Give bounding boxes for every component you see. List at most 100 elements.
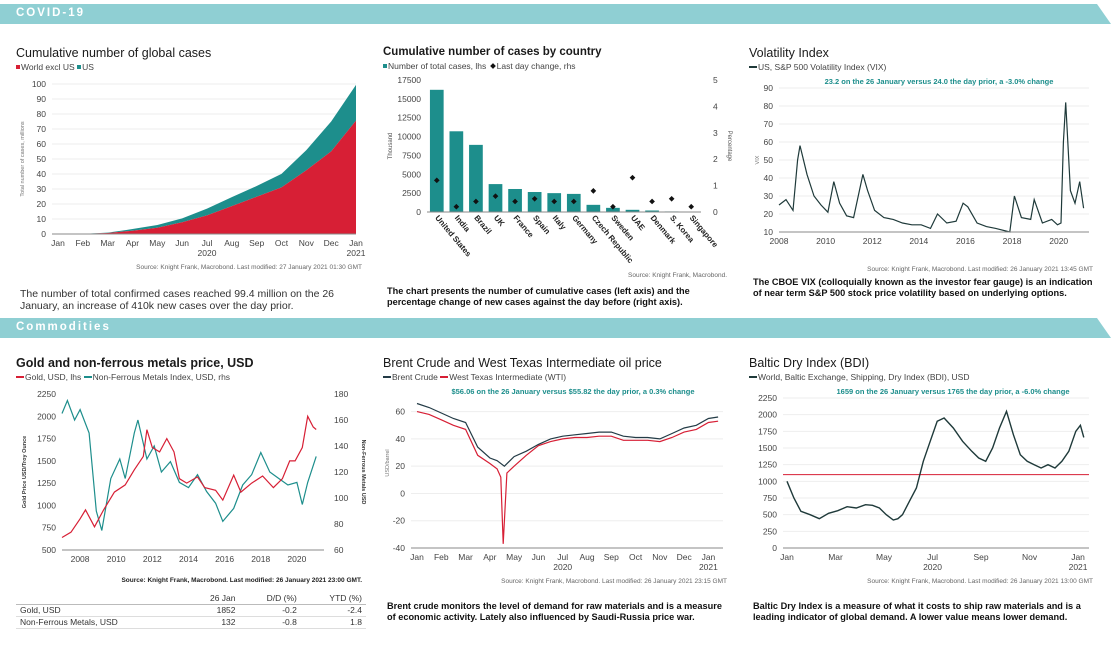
x-tick-label: Aug	[224, 238, 239, 248]
band-corner	[1097, 4, 1111, 24]
panel-cases-by-country: Cumulative number of cases by country Nu…	[383, 46, 737, 316]
panel-oil: Brent Crude and West Texas Intermediate …	[383, 356, 737, 642]
y-tick-label: 50	[764, 155, 774, 165]
y2-tick-label: 80	[334, 519, 344, 529]
y-tick-label: 1750	[758, 426, 777, 436]
y2-tick-label: 140	[334, 441, 348, 451]
y-tick-label: 750	[42, 523, 56, 533]
y2-tick-label: 1	[713, 181, 718, 191]
y-axis-label: Gold Price USD/Troy Ounce	[22, 436, 28, 508]
y-tick-label: 250	[763, 526, 777, 536]
y-tick-label: -20	[393, 516, 406, 526]
x-tick-label: 2020	[1049, 236, 1068, 246]
legend-swatch-teal	[383, 64, 387, 69]
x-tick-label: Brazil	[472, 214, 493, 236]
y-tick-label: 30	[764, 191, 774, 201]
y-axis-label: VIX	[755, 155, 761, 164]
panel-title: Baltic Dry Index (BDI)	[749, 356, 870, 370]
table-cell: 132	[185, 616, 240, 629]
y-tick-label: 500	[42, 545, 56, 555]
chart-vix: 10 20 30 40 50 60 70 80 90 2008 2010 2012 2014 2016 20…	[755, 77, 1089, 246]
panel-gold-metals: Gold and non-ferrous metals price, USD G…	[16, 356, 370, 642]
table-row: Gold, USD 1852 -0.2 -2.4	[16, 604, 366, 617]
y-tick-label: 100	[32, 79, 46, 89]
x-tick-label: Aug	[579, 552, 594, 562]
legend-label: Non-Ferrous Metals Index, USD, rhs	[92, 372, 231, 382]
series-line-non-ferrous	[61, 398, 317, 531]
y-tick-label: 60	[37, 139, 47, 149]
x-year-label: 2020	[553, 562, 572, 572]
y-tick-label: 2000	[758, 410, 777, 420]
y-tick-label: 17500	[397, 75, 421, 85]
x-tick-label: 2018	[251, 554, 270, 564]
y-tick-label: 1500	[758, 443, 777, 453]
y-tick-label: 80	[764, 101, 774, 111]
x-tick-label: Sep	[249, 238, 264, 248]
panel-vix: Volatility Index US, S&P 500 Volatility …	[749, 46, 1103, 316]
y-tick-label: 0	[772, 543, 777, 553]
table-header	[16, 592, 186, 605]
x-tick-label: United States	[433, 214, 473, 259]
price-table: 26 Jan D/D (%) YTD (%) Gold, USD 1852 -0…	[16, 592, 366, 629]
legend: Brent Crude West Texas Intermediate (WTI…	[383, 372, 566, 382]
y-tick-label: 60	[396, 407, 406, 417]
series-line-bdi	[786, 409, 1085, 521]
y-tick-label: 40	[764, 173, 774, 183]
x-tick-label: Jan	[349, 238, 363, 248]
source-note: Source: Knight Frank, Macrobond. Last mo…	[501, 578, 727, 585]
series-line-gold	[61, 414, 317, 539]
panel-description: The number of total confirmed cases reac…	[20, 288, 335, 312]
table-cell: Gold, USD	[16, 604, 186, 617]
scatter-point	[473, 198, 479, 205]
x-tick-label: UAE	[629, 214, 647, 233]
x-tick-label: Apr	[126, 238, 139, 248]
y-tick-label: 1000	[758, 476, 777, 486]
legend-line-red	[16, 375, 24, 378]
x-tick-label: Feb	[76, 238, 91, 248]
table-cell: 1.8	[300, 616, 366, 629]
source-note: Source: Knight Frank, Macrobond. Last mo…	[867, 266, 1093, 273]
x-tick-label: Jan	[1071, 552, 1085, 562]
legend-label: West Texas Intermediate (WTI)	[449, 372, 567, 382]
series-line-vix	[778, 102, 1085, 233]
x-tick-label: Jan	[51, 238, 65, 248]
y-tick-label: 0	[41, 229, 46, 239]
x-tick-label: May	[149, 238, 166, 248]
y-tick-label: 90	[764, 83, 774, 93]
legend-label: Brent Crude	[392, 372, 438, 382]
legend-line-teal	[83, 375, 92, 378]
legend: World excl US US	[16, 62, 94, 72]
panel-description: The chart presents the number of cumulat…	[387, 286, 690, 307]
x-tick-label: Dec	[324, 238, 340, 248]
y-tick-label: 80	[37, 109, 47, 119]
y-tick-label: 500	[763, 510, 777, 520]
scatter-point	[668, 195, 675, 202]
y-tick-label: 5000	[402, 169, 421, 179]
y-tick-label: 10	[37, 214, 47, 224]
y2-tick-label: 4	[713, 101, 718, 111]
table-cell: -2.4	[300, 604, 366, 617]
y-tick-label: 12500	[397, 113, 421, 123]
chart-cases-by-country: 0 2500 5000 7500 10000 12500 15000 17500 0 1 2 3 4 5 U…	[388, 75, 732, 265]
commodities-section-band: Commodities	[0, 318, 1111, 338]
y2-axis-label: Non-Ferrous Metals USD	[360, 440, 366, 505]
bar	[469, 144, 483, 212]
bar	[625, 209, 640, 212]
table-cell: Non-Ferrous Metals, USD	[16, 616, 186, 629]
x-tick-label: UK	[492, 214, 506, 229]
y-tick-label: 30	[37, 184, 47, 194]
panel-title: Cumulative number of global cases	[16, 46, 212, 60]
legend-label: US, S&P 500 Volatility Index (VIX)	[758, 62, 887, 72]
legend-label: World, Baltic Exchange, Shipping, Dry In…	[758, 372, 970, 382]
legend-label: Gold, USD, lhs	[25, 372, 82, 382]
x-tick-label: Jan	[702, 552, 716, 562]
x-tick-label: Nov	[1022, 552, 1038, 562]
y2-axis-label: Percentage	[726, 131, 732, 162]
scatter-point	[531, 195, 538, 202]
legend-label: Last day change, rhs	[496, 61, 576, 71]
y-tick-label: 1250	[37, 478, 56, 488]
x-tick-label: Jun	[175, 238, 189, 248]
y2-tick-label: 180	[334, 389, 348, 399]
x-tick-label: Dec	[677, 552, 693, 562]
x-tick-label: May	[506, 552, 523, 562]
